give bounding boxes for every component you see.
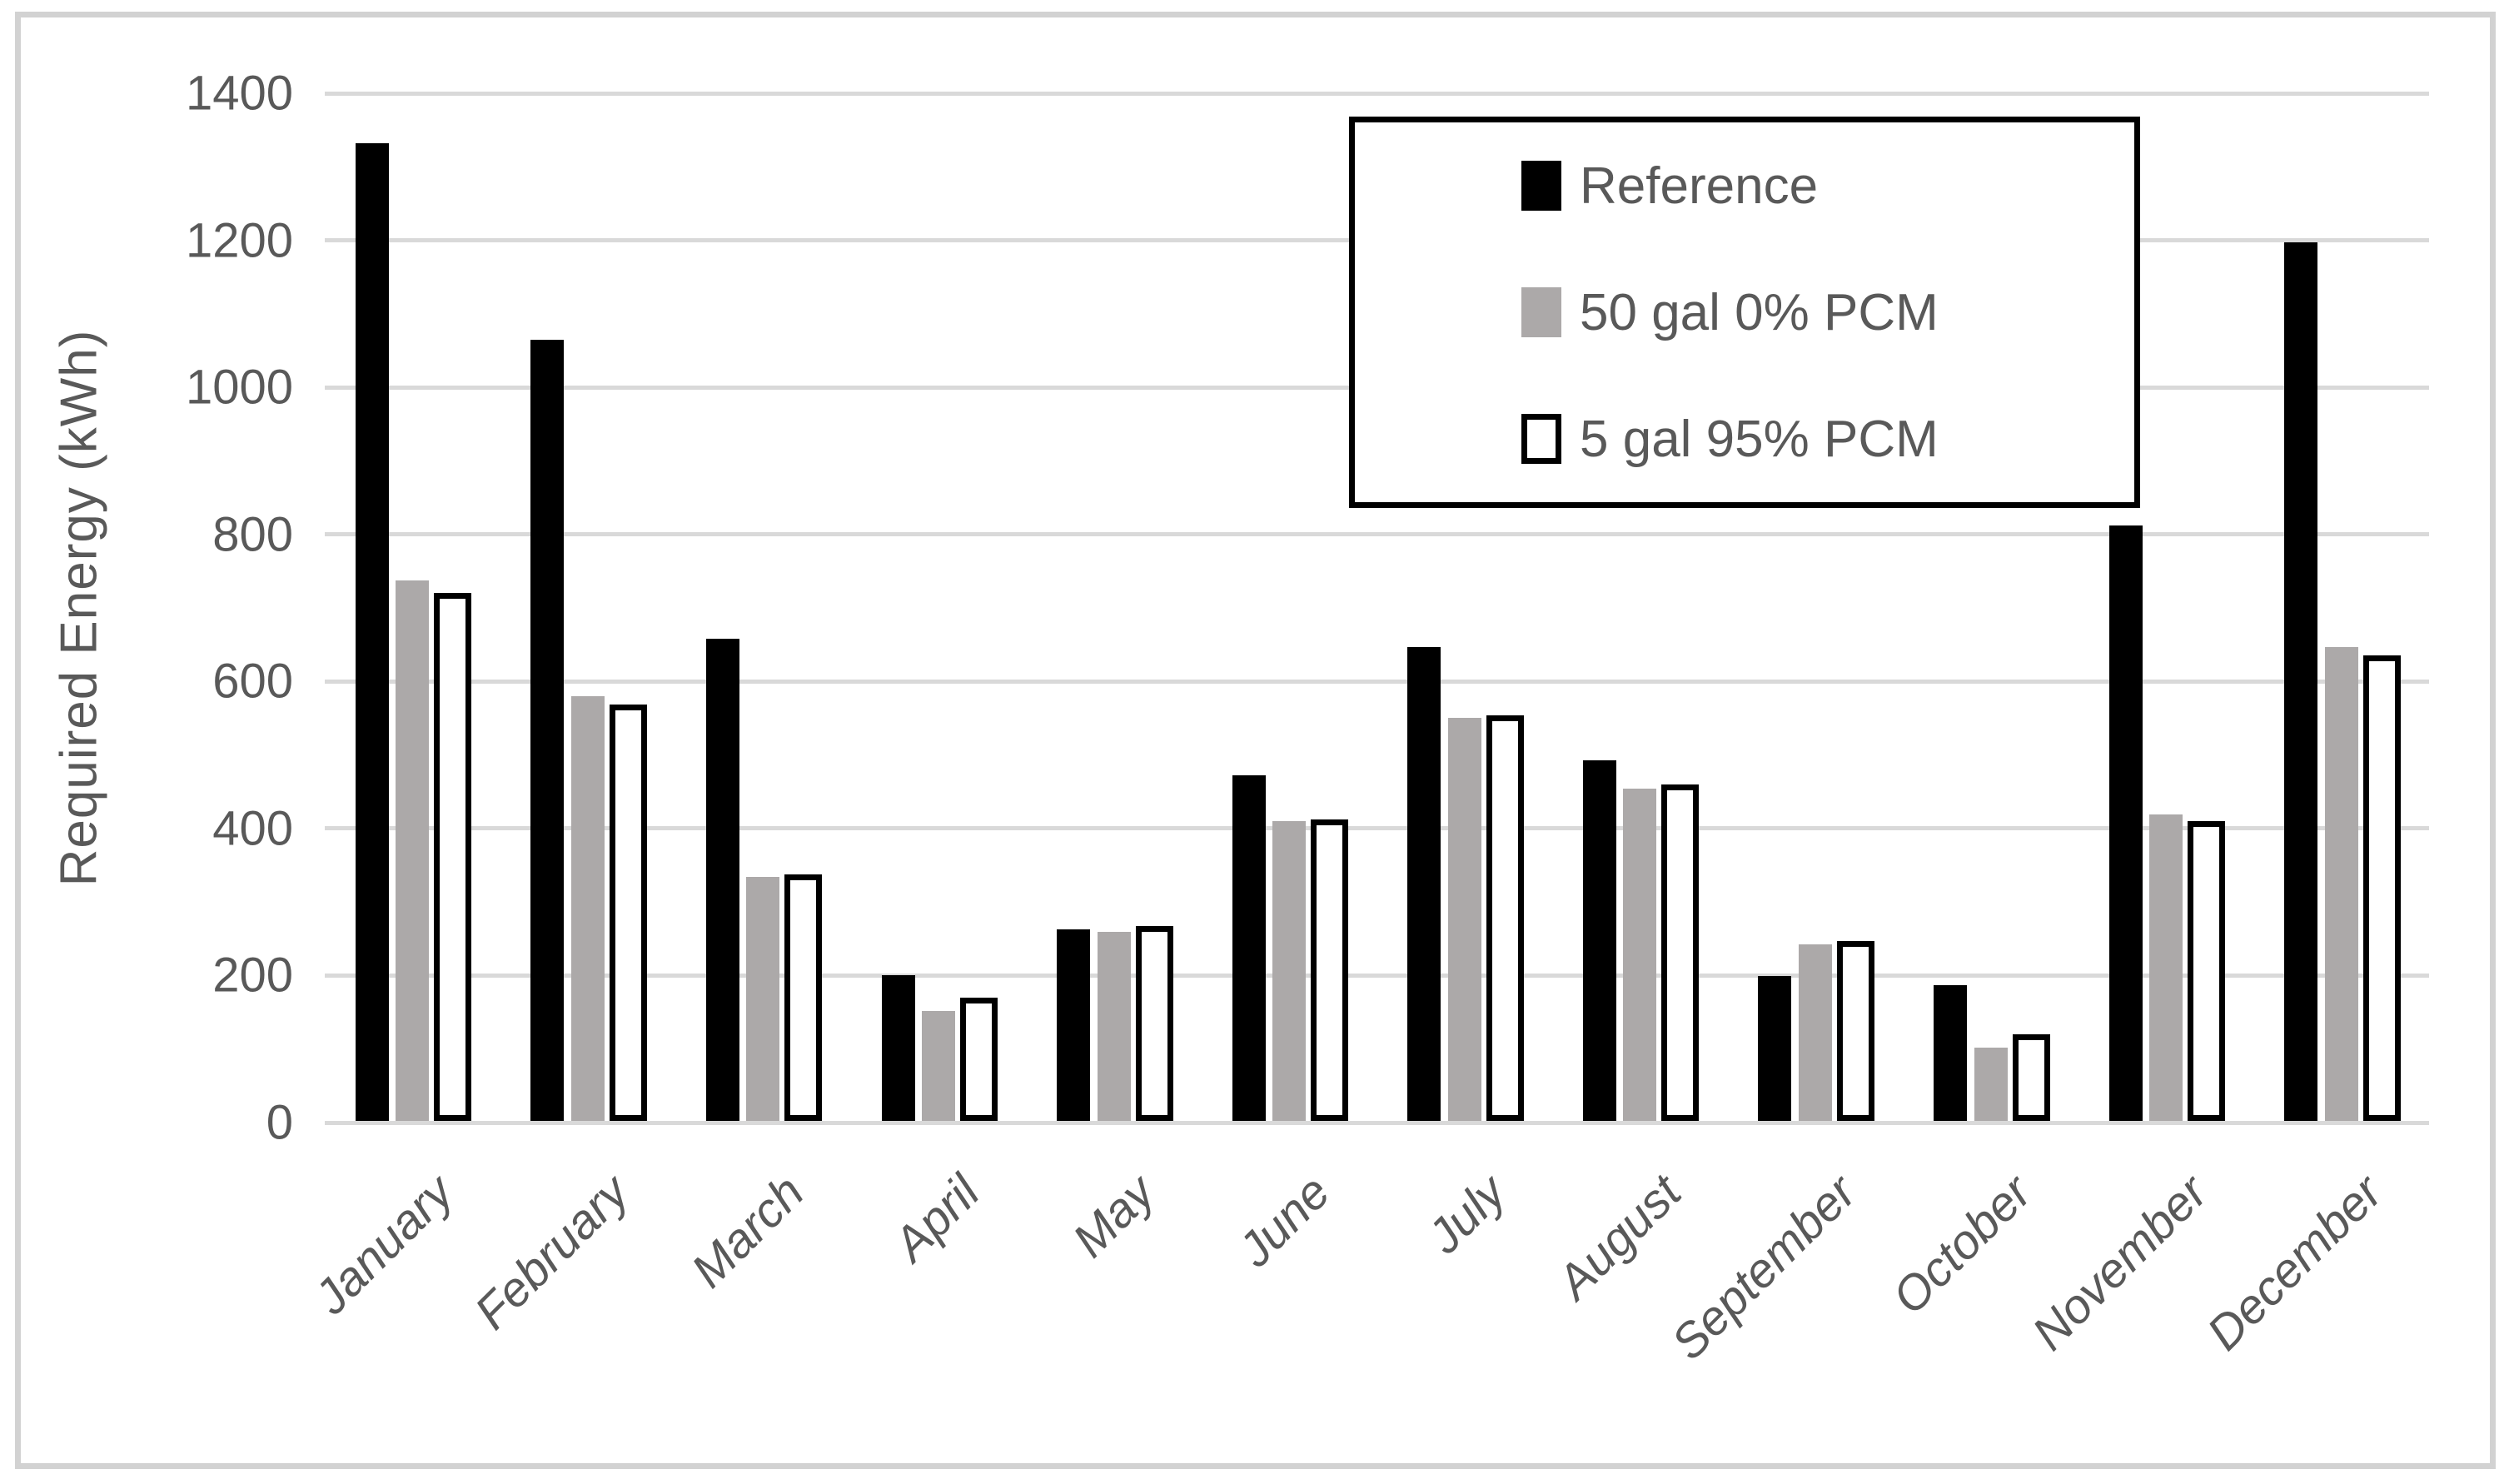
bar-october-50gal-0pcm xyxy=(1974,1047,2008,1121)
legend-row-3: 5 gal 95% PCM xyxy=(1521,410,2134,469)
bar-december-reference xyxy=(2284,242,2318,1121)
x-label-may: May xyxy=(1062,1164,1166,1268)
x-label-july: July xyxy=(1416,1164,1516,1264)
y-tick-label-800: 800 xyxy=(212,507,293,562)
legend-label: 50 gal 0% PCM xyxy=(1580,283,1939,341)
bar-august-reference xyxy=(1582,760,1616,1121)
legend-row-2: 50 gal 0% PCM xyxy=(1521,283,2134,342)
bar-may-5gal-95pcm xyxy=(1135,926,1173,1121)
x-label-october: October xyxy=(1882,1164,2043,1325)
gridline-200 xyxy=(325,973,2429,978)
legend-swatch-icon xyxy=(1521,414,1561,464)
x-label-march: March xyxy=(681,1164,815,1298)
bar-january-5gal-95pcm xyxy=(434,593,472,1121)
bar-december-50gal-0pcm xyxy=(2324,646,2358,1121)
y-tick-label-0: 0 xyxy=(266,1095,293,1150)
bar-august-50gal-0pcm xyxy=(1623,788,1657,1121)
legend: Reference 50 gal 0% PCM 5 gal 95% PCM xyxy=(1349,117,2140,508)
y-tick-label-1200: 1200 xyxy=(185,213,293,268)
bar-june-reference xyxy=(1232,775,1266,1121)
y-tick-label-200: 200 xyxy=(212,948,293,1003)
legend-swatch-icon xyxy=(1521,287,1561,337)
gridline-1400 xyxy=(325,91,2429,96)
bar-february-5gal-95pcm xyxy=(609,705,647,1121)
bar-november-50gal-0pcm xyxy=(2149,814,2183,1121)
bar-june-5gal-95pcm xyxy=(1311,819,1349,1121)
bar-february-50gal-0pcm xyxy=(570,695,605,1121)
bar-september-reference xyxy=(1758,976,1792,1121)
bar-may-reference xyxy=(1057,929,1091,1121)
x-label-august: August xyxy=(1546,1164,1692,1310)
bar-september-50gal-0pcm xyxy=(1798,944,1832,1121)
bar-august-5gal-95pcm xyxy=(1661,784,1700,1121)
bar-october-reference xyxy=(1934,984,1968,1121)
bar-december-5gal-95pcm xyxy=(2362,655,2401,1121)
gridline-400 xyxy=(325,826,2429,831)
bar-march-5gal-95pcm xyxy=(784,874,823,1121)
bar-july-50gal-0pcm xyxy=(1447,718,1481,1121)
bar-january-reference xyxy=(355,142,389,1121)
bar-march-50gal-0pcm xyxy=(746,876,780,1121)
x-label-april: April xyxy=(883,1164,990,1272)
legend-label: 5 gal 95% PCM xyxy=(1580,410,1939,468)
x-label-november: November xyxy=(2021,1164,2218,1361)
y-tick-label-1000: 1000 xyxy=(185,360,293,415)
x-label-december: December xyxy=(2197,1164,2393,1361)
x-label-february: February xyxy=(464,1164,640,1340)
bar-june-50gal-0pcm xyxy=(1272,820,1307,1121)
y-tick-label-600: 600 xyxy=(212,654,293,709)
gridline-600 xyxy=(325,679,2429,684)
bar-april-50gal-0pcm xyxy=(922,1010,956,1121)
legend-label: Reference xyxy=(1580,157,1819,215)
y-tick-label-1400: 1400 xyxy=(185,66,293,121)
bar-july-5gal-95pcm xyxy=(1486,715,1524,1121)
bar-may-50gal-0pcm xyxy=(1097,932,1131,1121)
bar-february-reference xyxy=(530,340,565,1121)
bar-july-reference xyxy=(1407,646,1441,1121)
x-label-june: June xyxy=(1227,1164,1341,1277)
plot-area xyxy=(325,91,2429,1125)
legend-swatch-icon xyxy=(1521,161,1561,211)
legend-row-1: Reference xyxy=(1521,157,2134,216)
gridline-800 xyxy=(325,532,2429,537)
bar-january-50gal-0pcm xyxy=(396,580,430,1121)
bar-march-reference xyxy=(705,638,739,1121)
bar-april-5gal-95pcm xyxy=(960,997,998,1121)
bar-october-5gal-95pcm xyxy=(2012,1033,2050,1121)
bar-november-reference xyxy=(2108,525,2143,1121)
y-tick-label-400: 400 xyxy=(212,801,293,856)
x-label-january: January xyxy=(304,1164,464,1325)
bar-april-reference xyxy=(881,975,915,1121)
bar-november-5gal-95pcm xyxy=(2188,820,2226,1121)
x-label-september: September xyxy=(1661,1164,1867,1371)
bar-september-5gal-95pcm xyxy=(1836,940,1874,1121)
gridline-0 xyxy=(325,1120,2429,1125)
